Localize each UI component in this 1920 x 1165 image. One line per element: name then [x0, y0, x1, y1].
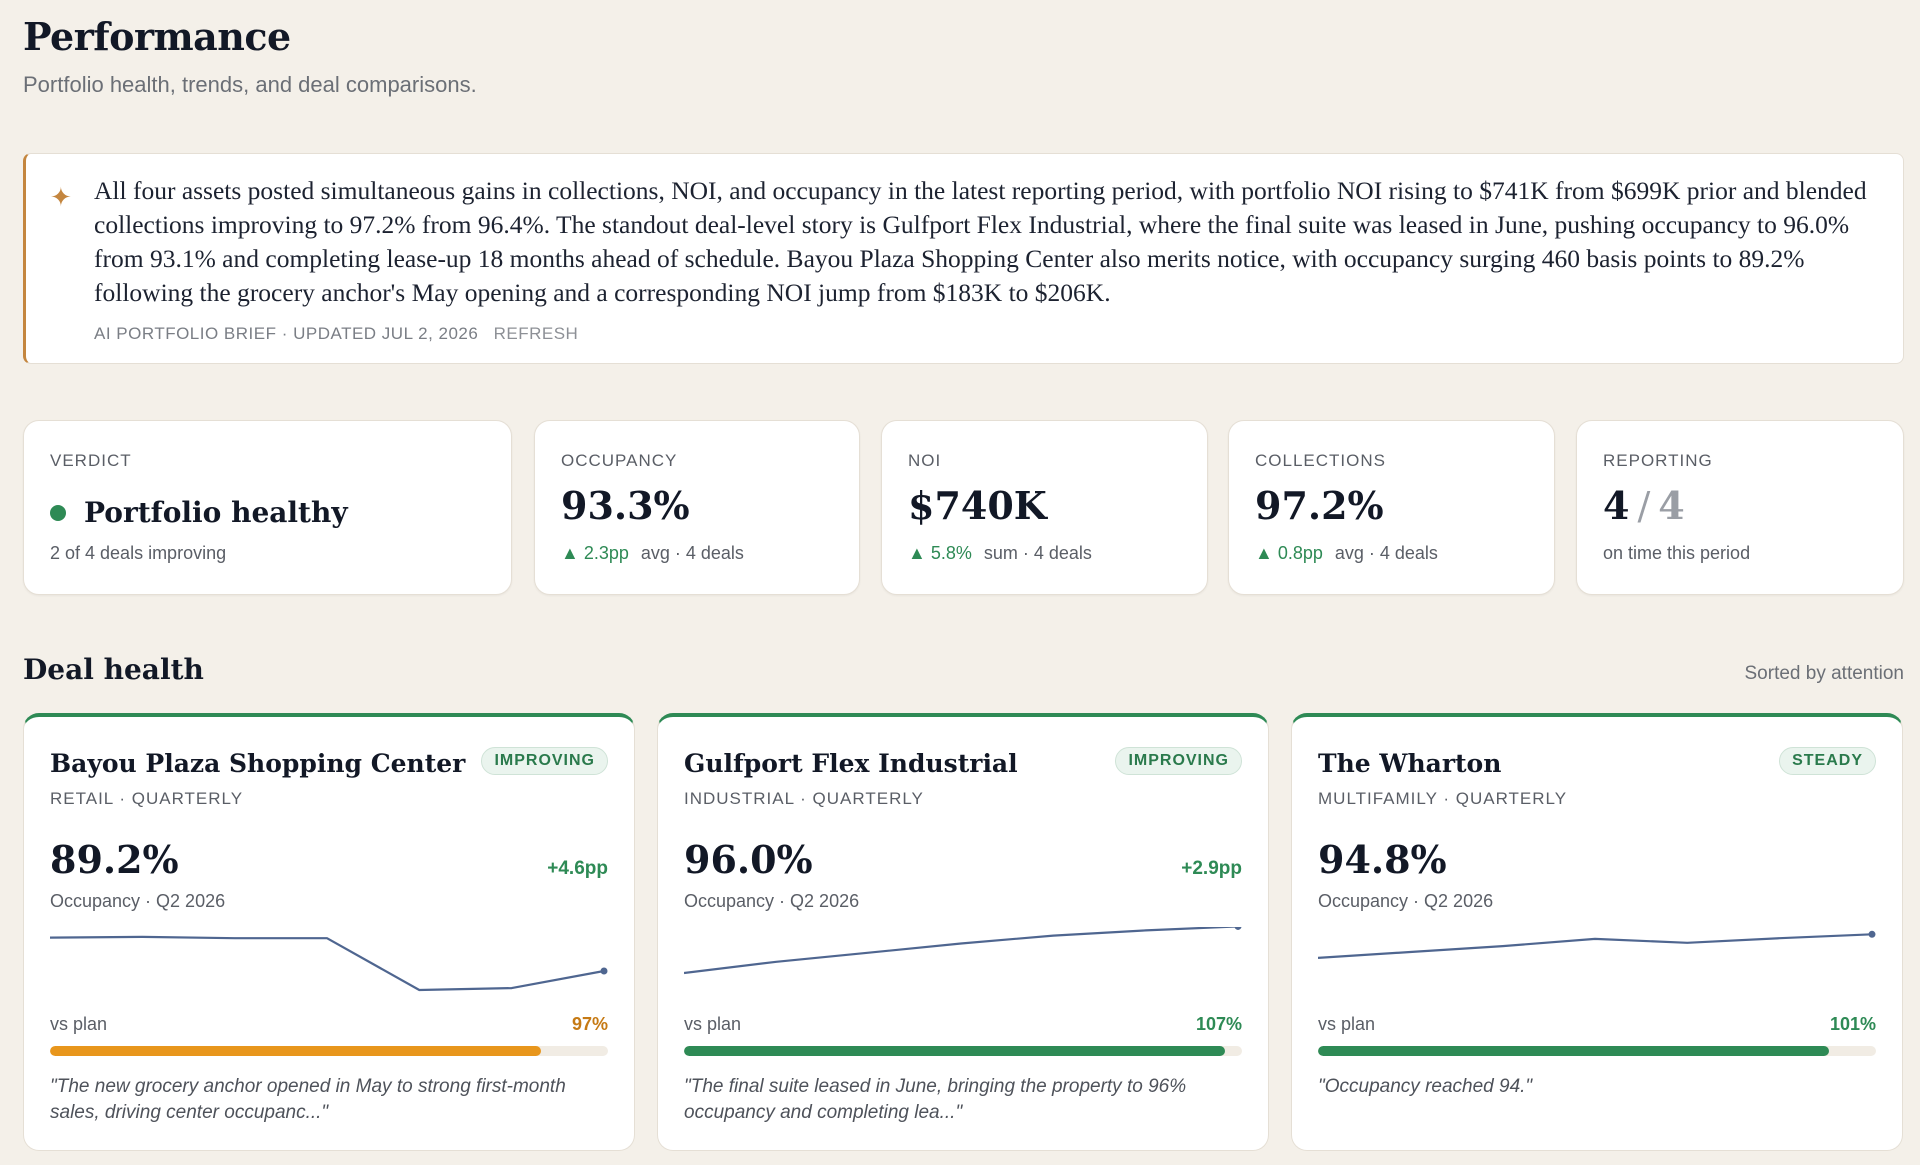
kpi-sub: avg · 4 deals [1334, 543, 1438, 563]
ai-portfolio-brief: ✦ All four assets posted simultaneous ga… [23, 153, 1904, 364]
kpi-noi: NOI $740K ▲ 5.8% sum · 4 deals [881, 420, 1208, 595]
deal-type: MULTIFAMILY · QUARTERLY [1318, 789, 1568, 808]
deal-change: +2.9pp [1181, 858, 1242, 879]
deal-health-title: Deal health [23, 653, 204, 686]
vs-plan-bar-fill [50, 1046, 542, 1056]
sparkline-path [50, 935, 605, 992]
sparkline-path [1318, 933, 1873, 959]
page-title: Performance [23, 14, 291, 59]
vs-plan-bar [1318, 1046, 1876, 1056]
kpi-delta: ▲ 0.8pp [1255, 543, 1323, 563]
vs-plan-value: 107% [1195, 1014, 1242, 1034]
deal-change: +4.6pp [547, 858, 608, 879]
kpi-label: NOI [908, 451, 942, 470]
sparkle-icon: ✦ [50, 182, 72, 212]
refresh-button[interactable]: REFRESH [493, 324, 579, 343]
kpi-verdict: VERDICT Portfolio healthy 2 of 4 deals i… [23, 420, 512, 595]
vs-plan-bar [50, 1046, 608, 1056]
brief-updated: AI PORTFOLIO BRIEF · UPDATED JUL 2, 2026 [94, 324, 479, 343]
vs-plan-bar-fill [684, 1046, 1226, 1056]
kpi-value: 93.3% [561, 483, 690, 528]
kpi-occupancy: OCCUPANCY 93.3% ▲ 2.3pp avg · 4 deals [534, 420, 860, 595]
kpi-delta: ▲ 5.8% [908, 543, 972, 563]
status-badge: IMPROVING [481, 747, 608, 775]
deal-occupancy-label: Occupancy · Q2 2026 [50, 891, 226, 911]
deal-card[interactable]: The Wharton STEADY MULTIFAMILY · QUARTER… [1291, 713, 1903, 1151]
status-dot-icon [50, 504, 66, 521]
occupancy-sparkline [50, 935, 608, 992]
kpi-value: 4/4 [1603, 483, 1685, 528]
vs-plan-label: vs plan [684, 1014, 742, 1034]
vs-plan-bar [684, 1046, 1242, 1056]
deal-occupancy-label: Occupancy · Q2 2026 [684, 891, 860, 911]
status-badge: IMPROVING [1115, 747, 1242, 775]
reporting-den: 4 [1658, 483, 1685, 528]
kpi-label: COLLECTIONS [1255, 451, 1386, 470]
deal-note: "The new grocery anchor opened in May to… [50, 1076, 566, 1123]
sparkline-end-point [600, 967, 608, 975]
vs-plan-label: vs plan [50, 1014, 108, 1034]
kpi-label: OCCUPANCY [561, 451, 678, 470]
deal-occupancy: 94.8% [1318, 837, 1447, 882]
deal-name: The Wharton [1318, 749, 1502, 778]
kpi-label: REPORTING [1603, 451, 1713, 470]
kpi-value: 97.2% [1255, 483, 1384, 528]
reporting-num: 4 [1603, 483, 1630, 528]
deal-occupancy-label: Occupancy · Q2 2026 [1318, 891, 1494, 911]
verdict-sub: 2 of 4 deals improving [50, 543, 227, 563]
brief-text: All four assets posted simultaneous gain… [94, 176, 1867, 307]
deal-type: INDUSTRIAL · QUARTERLY [684, 789, 924, 808]
page-subtitle: Portfolio health, trends, and deal compa… [23, 72, 477, 97]
deal-name: Bayou Plaza Shopping Center [50, 749, 466, 778]
occupancy-sparkline [684, 927, 1242, 975]
deal-note: "Occupancy reached 94." [1318, 1076, 1533, 1097]
kpi-sub: avg · 4 deals [640, 543, 744, 563]
kpi-sub: on time this period [1603, 543, 1751, 563]
sparkline-end-point [1868, 930, 1876, 938]
occupancy-sparkline [1318, 930, 1876, 959]
reporting-sep: / [1637, 484, 1651, 528]
sparkline-end-point [1234, 927, 1242, 930]
vs-plan-value: 101% [1829, 1014, 1876, 1034]
vs-plan-bar-fill [1318, 1046, 1829, 1056]
kpi-sub: sum · 4 deals [983, 543, 1092, 563]
deal-occupancy: 96.0% [684, 837, 813, 882]
verdict-value: Portfolio healthy [84, 496, 348, 529]
deal-type: RETAIL · QUARTERLY [50, 789, 244, 808]
kpi-collections: COLLECTIONS 97.2% ▲ 0.8pp avg · 4 deals [1228, 420, 1555, 595]
status-badge: STEADY [1779, 747, 1876, 775]
deal-card[interactable]: Gulfport Flex Industrial IMPROVING INDUS… [657, 713, 1269, 1151]
deal-note: "The final suite leased in June, bringin… [684, 1076, 1187, 1123]
kpi-label: VERDICT [50, 451, 132, 470]
deal-name: Gulfport Flex Industrial [684, 749, 1018, 778]
sparkline-path [684, 927, 1239, 975]
sort-label[interactable]: Sorted by attention [1744, 663, 1905, 684]
deal-occupancy: 89.2% [50, 837, 179, 882]
kpi-delta: ▲ 2.3pp [561, 543, 629, 563]
vs-plan-label: vs plan [1318, 1014, 1376, 1034]
brief-meta: AI PORTFOLIO BRIEF · UPDATED JUL 2, 2026… [94, 324, 578, 344]
deal-card[interactable]: Bayou Plaza Shopping Center IMPROVING RE… [23, 713, 635, 1151]
kpi-value: $740K [908, 483, 1047, 528]
kpi-reporting: REPORTING 4/4 on time this period [1576, 420, 1904, 595]
vs-plan-value: 97% [571, 1014, 608, 1034]
